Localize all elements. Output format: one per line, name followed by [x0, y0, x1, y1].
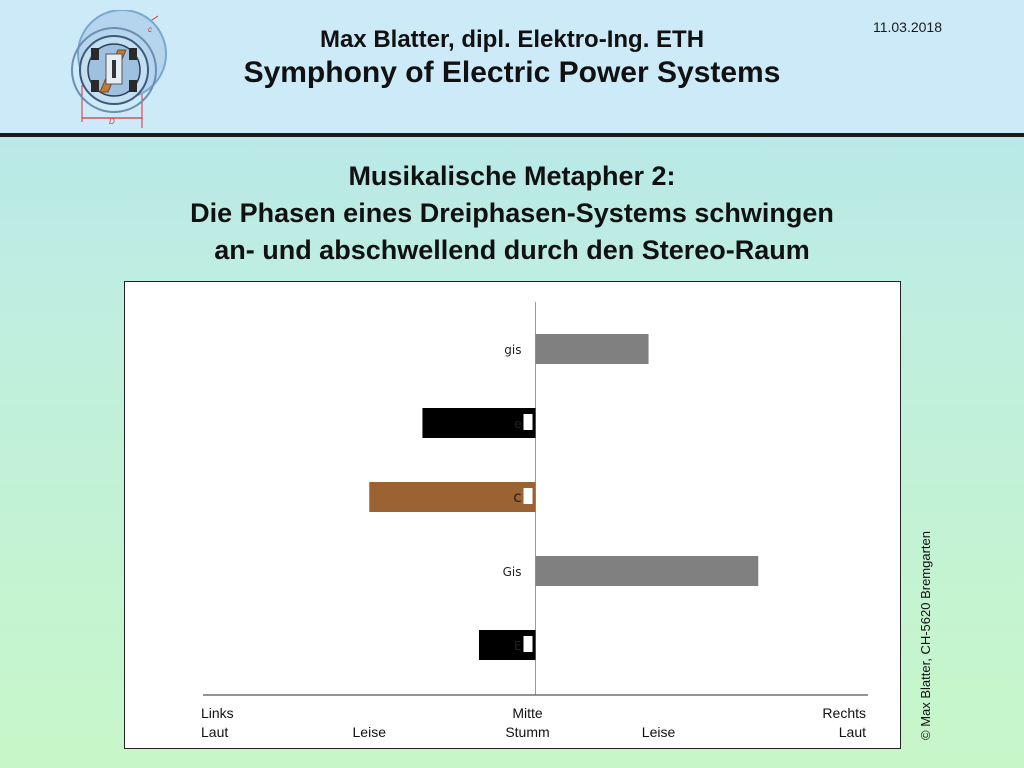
heading-line-1: Musikalische Metapher 2:: [348, 161, 676, 191]
author-line: Max Blatter, dipl. Elektro-Ing. ETH: [319, 26, 705, 53]
copyright-notice: © Max Blatter, CH-5620 Bremgarten: [918, 531, 933, 740]
bar-label-c: c: [513, 488, 521, 506]
bar-c: [369, 482, 536, 512]
logo-label-c: c: [148, 25, 152, 34]
slide-heading: Musikalische Metapher 2: Die Phasen eine…: [0, 158, 1024, 269]
axis-label-top-links: Links: [201, 705, 234, 721]
axis-label-bottom-1: Leise: [353, 724, 387, 740]
bar-label-Gis: Gis: [503, 565, 522, 579]
bar-label-E: E: [514, 639, 522, 653]
slide-header: c D 11.03.2018 Max Blatter, dipl. Elektr…: [0, 0, 1024, 133]
stereo-bar-chart: gis e c Gis E Links Mitte Rechts Laut Leise Stumm L…: [124, 281, 901, 749]
bar-e: [422, 408, 536, 438]
heading-line-2: Die Phasen eines Dreiphasen-Systems schw…: [190, 198, 834, 228]
axis-label-bottom-3: Leise: [642, 724, 676, 740]
axis-label-bottom-4: Laut: [839, 724, 866, 740]
bar-label-e: e: [514, 417, 521, 431]
heading-line-3: an- und abschwellend durch den Stereo-Ra…: [214, 235, 810, 265]
axis-label-top-rechts: Rechts: [822, 705, 866, 721]
presentation-title: Symphony of Electric Power Systems: [243, 56, 781, 89]
bar-gis: [535, 334, 649, 364]
bar-label-gis: gis: [504, 343, 521, 357]
motor-logo: c D: [71, 10, 167, 128]
axis-label-bottom-0: Laut: [201, 724, 228, 740]
bar-label-box-e: [523, 414, 533, 430]
chart-canvas: gis e c Gis E Links Mitte Rechts Laut Leise Stumm L…: [201, 302, 868, 740]
slide-date: 11.03.2018: [872, 19, 942, 35]
logo-label-d: D: [109, 117, 115, 126]
bar-label-box-E: [523, 636, 533, 652]
bar-Gis: [535, 556, 759, 586]
axis-label-top-mitte: Mitte: [512, 705, 543, 721]
bar-label-box-c: [523, 488, 533, 504]
header-divider: [0, 133, 1024, 137]
axis-label-bottom-2: Stumm: [505, 724, 549, 740]
